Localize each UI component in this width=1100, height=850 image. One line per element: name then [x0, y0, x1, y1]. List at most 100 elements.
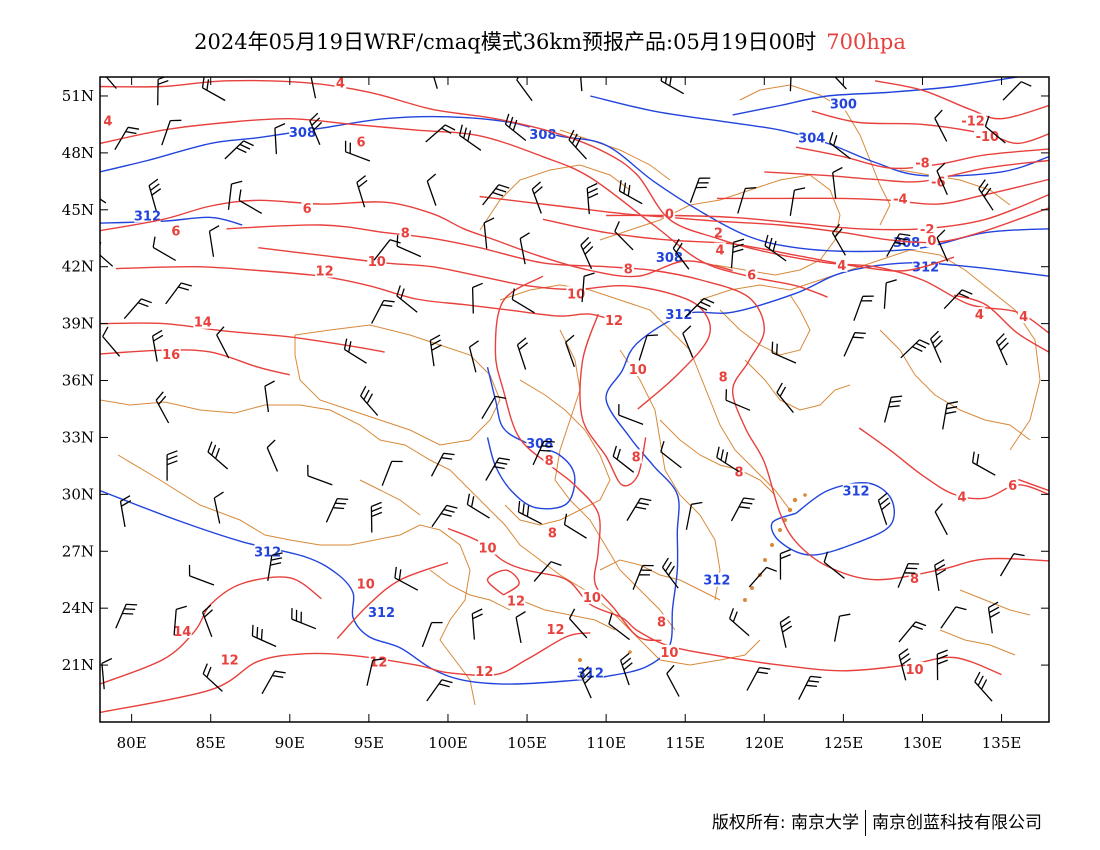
temperature-contour-label: -4: [893, 192, 907, 207]
wind-barb: [608, 613, 630, 641]
temperature-contour-line: [100, 576, 322, 685]
height-label-bg: [798, 130, 825, 145]
wind-barb: [396, 285, 418, 313]
temperature-label-bg: [908, 570, 921, 585]
temperature-contour-label: -10: [976, 130, 1000, 145]
wind-barb: [995, 333, 1009, 366]
wind-barb: [934, 503, 948, 536]
temperature-label-bg: [714, 242, 726, 257]
temperature-label-bg: [956, 489, 968, 504]
temperature-label-bg: [733, 464, 745, 479]
wind-barb: [119, 495, 132, 528]
temperature-label-bg: [220, 652, 240, 667]
wind-barb: [823, 551, 845, 579]
wind-barb: [155, 391, 170, 424]
temperature-label-bg: [659, 644, 679, 659]
lon-tick-label: 125E: [824, 734, 864, 752]
wind-barb: [264, 380, 275, 413]
temperature-contour-label: 8: [632, 450, 641, 465]
temperature-label-bg: [655, 614, 668, 629]
wind-barb: [672, 238, 690, 270]
wind-barb: [776, 382, 794, 414]
wind-barb: [898, 621, 927, 643]
temperature-contour-label: 14: [194, 316, 212, 331]
temperature-contour-label: 4: [1019, 310, 1028, 325]
wind-barb: [100, 198, 107, 204]
temperature-contour-label: 10: [629, 363, 647, 378]
wind-barb: [161, 119, 182, 146]
wind-barb: [532, 440, 555, 466]
lon-tick-label: 100E: [428, 734, 468, 752]
lon-tick-label: 115E: [665, 734, 705, 752]
temperature-label-bg: [546, 525, 559, 540]
wind-barb: [936, 649, 948, 681]
height-contour-line: [732, 77, 1018, 116]
temperature-label-bg: [356, 576, 376, 591]
temperature-label-bg: [566, 286, 586, 301]
temperature-contour-label: 6: [747, 268, 756, 283]
wind-barb: [227, 180, 243, 210]
height-contour-label: 304: [798, 132, 825, 147]
wind-barb: [685, 297, 715, 318]
wind-barb: [152, 236, 177, 262]
wind-barb: [971, 451, 996, 476]
wind-barb: [344, 140, 371, 162]
wind-barb: [626, 497, 652, 521]
wind-barb: [360, 385, 379, 416]
height-label-bg: [134, 208, 161, 223]
temperature-contour-label: 10: [583, 591, 601, 606]
coastal-islands: [578, 493, 807, 662]
wind-barb: [789, 187, 806, 216]
wind-barb: [730, 497, 755, 522]
wind-barb: [834, 77, 847, 90]
temperature-label-bg: [546, 622, 566, 637]
map-title: 2024年05月19日WRF/cmaq模式36km预报产品:05月19日00时 7…: [0, 26, 1100, 56]
wind-barb: [267, 552, 283, 582]
temperature-contour-label: -12: [961, 115, 985, 130]
temperature-contour-label: 2: [714, 227, 723, 242]
temperature-contour-label: 4: [957, 490, 966, 505]
temperature-label-bg: [974, 128, 1001, 143]
temperature-contour-label: 10: [567, 287, 585, 302]
wind-barb: [716, 446, 740, 473]
wind-barb: [188, 564, 215, 586]
wind-barb: [307, 464, 333, 486]
wind-barb: [580, 666, 593, 699]
height-contour-line: [486, 367, 576, 510]
wind-barb: [519, 232, 530, 265]
wind-barb: [940, 606, 967, 629]
temperature-contour-label: 14: [173, 625, 191, 640]
temperature-contour-line: [542, 218, 955, 272]
temperature-contour-line: [953, 294, 1049, 353]
pressure-level-label: 700hpa: [826, 30, 906, 54]
temperature-label-bg: [543, 453, 555, 468]
wind-barb: [201, 77, 226, 102]
lat-tick-label: 42N: [62, 258, 94, 276]
height-contour-label: 312: [254, 545, 281, 560]
temperature-contour-line: [100, 349, 290, 376]
wind-barb: [936, 229, 949, 262]
temperature-label-bg: [170, 223, 182, 238]
wind-barb: [730, 238, 745, 269]
temperature-label-bg: [604, 312, 624, 327]
temperature-contour-label: 12: [221, 653, 239, 668]
wind-barb: [426, 679, 453, 702]
wind-barb: [942, 401, 959, 430]
height-contour-line: [100, 216, 243, 226]
wind-barb: [934, 109, 948, 142]
height-contour-label: 312: [703, 574, 730, 589]
temperature-label-bg: [367, 254, 387, 269]
wind-barb: [619, 652, 633, 686]
wind-barb: [764, 234, 787, 262]
wind-barb: [325, 497, 349, 523]
height-label-bg: [529, 126, 557, 141]
temperature-contour-label: 4: [975, 308, 984, 323]
lat-tick-label: 48N: [62, 144, 94, 162]
height-contour-label: 308: [289, 126, 316, 141]
wind-barb: [208, 225, 220, 257]
temperature-label-bg: [630, 449, 642, 464]
lon-tick-label: 85E: [196, 734, 226, 752]
wind-barb: [978, 179, 994, 211]
wind-barb: [370, 501, 383, 533]
wind-barb: [373, 239, 401, 261]
